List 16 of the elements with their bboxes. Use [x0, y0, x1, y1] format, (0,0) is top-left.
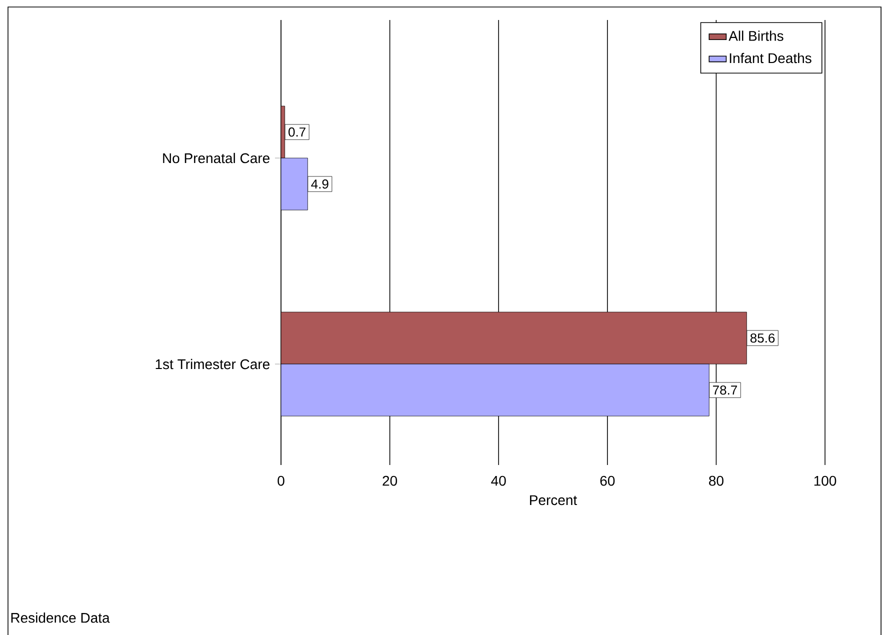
- x-tick-label: 0: [278, 476, 284, 486]
- y-tick-label: No Prenatal Care: [163, 152, 270, 163]
- y-tick-label: 1st Trimester Care: [156, 358, 270, 369]
- data-label: 78.7: [713, 385, 737, 394]
- x-axis-title: Percent: [530, 495, 578, 505]
- data-label: 4.9: [311, 179, 328, 188]
- data-label: 0.7: [288, 127, 306, 136]
- legend-label: Infant Deaths: [730, 52, 812, 63]
- text: Residence Data: [11, 612, 110, 623]
- data-label: 85.6: [750, 333, 775, 342]
- x-tick-label: 20: [382, 476, 398, 486]
- legend-label: All Births: [728, 30, 784, 41]
- x-tick-label: 80: [709, 476, 724, 486]
- x-tick-label: 40: [491, 476, 506, 486]
- x-tick-label: 60: [600, 476, 615, 486]
- x-tick-label: 100: [814, 476, 836, 486]
